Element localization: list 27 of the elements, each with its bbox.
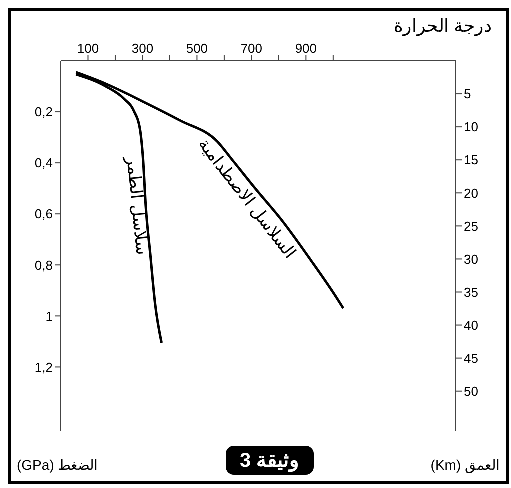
x-tick-label: 500 (186, 41, 208, 56)
y-tick-label: 0,2 (34, 104, 53, 120)
x-tick-label: 700 (240, 41, 263, 56)
text: السلاسل الاصطدامية (194, 135, 300, 262)
y2-tick-label: 25 (464, 218, 478, 234)
y2-tick-label: 10 (464, 120, 478, 135)
y2-axis-title: العمق (Km) (430, 457, 500, 473)
y2-tick-label: 20 (464, 186, 478, 201)
text: وثيقة 3 (226, 446, 314, 475)
y2-tick-label: 35 (464, 284, 478, 300)
y-tick-label: 0,6 (34, 206, 53, 222)
y2-tick-label: 45 (464, 350, 478, 366)
text: سلاسل الطمر (122, 154, 152, 256)
x-tick-label: 300 (132, 41, 154, 56)
y-axis-title: الضغط (GPa) (17, 457, 98, 473)
y2-tick-label: 40 (464, 318, 478, 333)
y2-tick-label: 5 (464, 86, 472, 102)
y2-tick-label: 15 (464, 152, 478, 168)
y-tick-label: 0,4 (34, 156, 53, 171)
x-axis-title: درجة الحرارة (394, 15, 492, 37)
y2-tick-label: 30 (464, 252, 478, 267)
y2-tick-label: 50 (464, 384, 478, 399)
x-tick-label: 900 (295, 41, 318, 56)
y-tick-label: 1 (46, 308, 53, 324)
x-tick-label: 100 (77, 41, 100, 56)
y-tick-label: 1,2 (34, 360, 53, 375)
y-tick-label: 0,8 (34, 258, 53, 273)
